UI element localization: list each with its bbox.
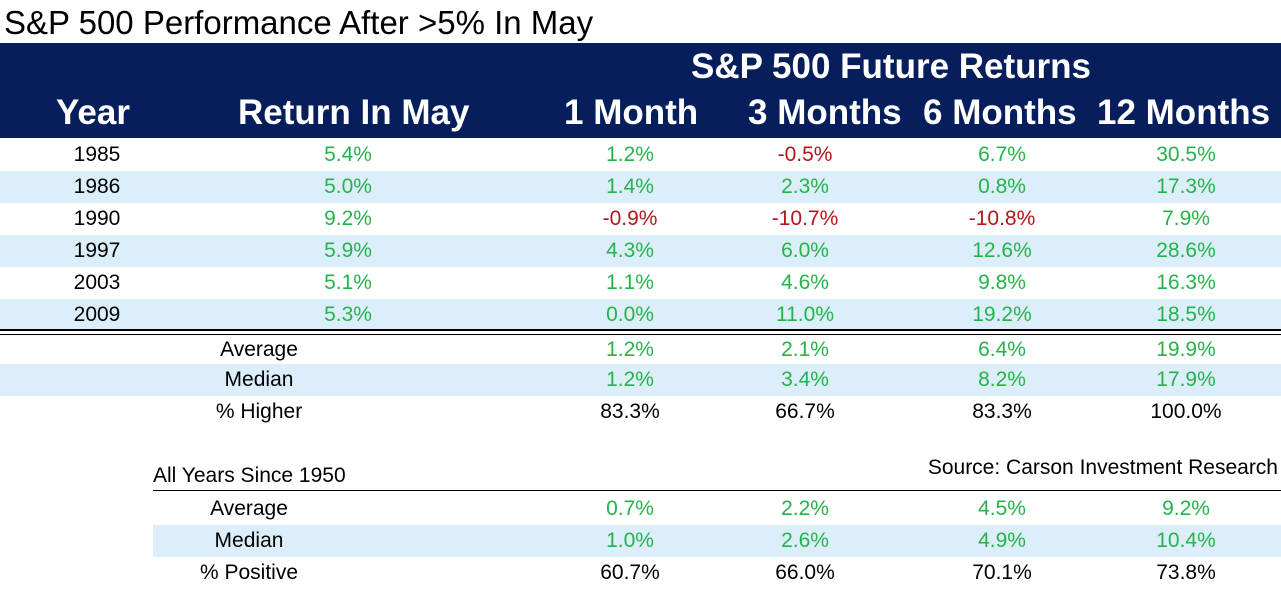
value-cell: 5.0%: [324, 175, 372, 198]
value-cell: 5.3%: [324, 303, 372, 326]
value-cell: 7.9%: [1162, 207, 1210, 230]
value-cell: 1.4%: [606, 175, 654, 198]
col-header-year: Year: [56, 93, 130, 132]
all-years-label: % Positive: [199, 561, 299, 584]
value-cell: 16.3%: [1156, 271, 1216, 294]
summary-label: Median: [224, 368, 294, 391]
year-cell: 2003: [73, 271, 121, 294]
table-row: 1985 5.4% 1.2% -0.5% 6.7% 30.5%: [0, 139, 1281, 171]
value-cell: 5.9%: [324, 239, 372, 262]
value-cell: 1.1%: [606, 271, 654, 294]
summary-value: 3.4%: [781, 368, 829, 391]
summary-row: Median 1.2% 3.4% 8.2% 17.9%: [0, 364, 1281, 396]
all-years-value: 2.2%: [781, 497, 829, 520]
all-years-value: 9.2%: [1162, 497, 1210, 520]
summary-value: 66.7%: [775, 400, 835, 423]
value-cell: 5.4%: [324, 143, 372, 166]
table-row: 1986 5.0% 1.4% 2.3% 0.8% 17.3%: [0, 171, 1281, 203]
summary-row: % Higher 83.3% 66.7% 83.3% 100.0%: [0, 396, 1281, 428]
year-cell: 1990: [73, 207, 121, 230]
all-years-row: % Positive 60.7% 66.0% 70.1% 73.8%: [153, 557, 1281, 589]
all-years-row: Average 0.7% 2.2% 4.5% 9.2%: [153, 493, 1281, 525]
table-row: 2003 5.1% 1.1% 4.6% 9.8% 16.3%: [0, 267, 1281, 299]
col-header-return-in-may: Return In May: [238, 93, 470, 132]
page-title: S&P 500 Performance After >5% In May: [4, 4, 594, 41]
all-years-value: 2.6%: [781, 529, 829, 552]
col-header-1-month: 1 Month: [564, 93, 699, 132]
value-cell: 6.0%: [781, 239, 829, 262]
value-cell: 4.3%: [606, 239, 654, 262]
summary-value: 83.3%: [972, 400, 1032, 423]
value-cell: 5.1%: [324, 271, 372, 294]
value-cell: 0.8%: [978, 175, 1026, 198]
source-note: Source: Carson Investment Research: [927, 456, 1278, 479]
all-years-label: Median: [214, 529, 284, 552]
value-cell: -10.7%: [771, 207, 839, 230]
all-years-value: 4.9%: [978, 529, 1026, 552]
divider-double-top: [0, 329, 1281, 331]
summary-value: 1.2%: [606, 338, 654, 361]
value-cell: 28.6%: [1156, 239, 1216, 262]
value-cell: 12.6%: [972, 239, 1032, 262]
table-row: 2009 5.3% 0.0% 11.0% 19.2% 18.5%: [0, 299, 1281, 331]
all-years-value: 70.1%: [972, 561, 1032, 584]
value-cell: -0.9%: [602, 207, 658, 230]
divider-double-bottom: [0, 334, 1281, 335]
summary-value: 8.2%: [978, 368, 1026, 391]
value-cell: 18.5%: [1156, 303, 1216, 326]
all-years-label: Average: [210, 497, 288, 520]
all-years-value: 10.4%: [1156, 529, 1216, 552]
table-header: S&P 500 Future Returns Year Return In Ma…: [0, 43, 1281, 138]
all-years-value: 60.7%: [600, 561, 660, 584]
summary-value: 6.4%: [978, 338, 1026, 361]
value-cell: 2.3%: [781, 175, 829, 198]
value-cell: 17.3%: [1156, 175, 1216, 198]
summary-value: 2.1%: [781, 338, 829, 361]
year-cell: 1985: [73, 143, 121, 166]
value-cell: 0.0%: [606, 303, 654, 326]
summary-row: Average 1.2% 2.1% 6.4% 19.9%: [0, 334, 1281, 366]
all-years-heading: All Years Since 1950: [153, 464, 346, 487]
all-years-divider: [153, 490, 1281, 491]
summary-value: 1.2%: [606, 368, 654, 391]
future-returns-header: S&P 500 Future Returns: [691, 47, 1092, 86]
value-cell: 11.0%: [776, 303, 834, 326]
col-header-12-months: 12 Months: [1097, 93, 1271, 132]
all-years-row: Median 1.0% 2.6% 4.9% 10.4%: [153, 525, 1281, 557]
value-cell: 6.7%: [978, 143, 1026, 166]
value-cell: -10.8%: [968, 207, 1036, 230]
col-header-3-months: 3 Months: [748, 93, 902, 132]
summary-value: 17.9%: [1156, 368, 1216, 391]
summary-value: 100.0%: [1150, 400, 1222, 423]
value-cell: 1.2%: [606, 143, 654, 166]
summary-label: Average: [220, 338, 298, 361]
table-row: 1990 9.2% -0.9% -10.7% -10.8% 7.9%: [0, 203, 1281, 235]
value-cell: 9.2%: [324, 207, 372, 230]
value-cell: 9.8%: [978, 271, 1026, 294]
value-cell: 30.5%: [1156, 143, 1216, 166]
value-cell: 19.2%: [972, 303, 1032, 326]
value-cell: 4.6%: [781, 271, 829, 294]
all-years-value: 1.0%: [606, 529, 654, 552]
col-header-6-months: 6 Months: [923, 93, 1077, 132]
summary-label: % Higher: [215, 400, 303, 423]
all-years-value: 66.0%: [775, 561, 835, 584]
year-cell: 1986: [73, 175, 121, 198]
value-cell: -0.5%: [777, 143, 833, 166]
all-years-value: 0.7%: [606, 497, 654, 520]
all-years-value: 4.5%: [978, 497, 1026, 520]
all-years-value: 73.8%: [1156, 561, 1216, 584]
summary-value: 83.3%: [600, 400, 660, 423]
year-cell: 2009: [73, 303, 121, 326]
table-row: 1997 5.9% 4.3% 6.0% 12.6% 28.6%: [0, 235, 1281, 267]
summary-value: 19.9%: [1156, 338, 1216, 361]
year-cell: 1997: [73, 239, 121, 262]
